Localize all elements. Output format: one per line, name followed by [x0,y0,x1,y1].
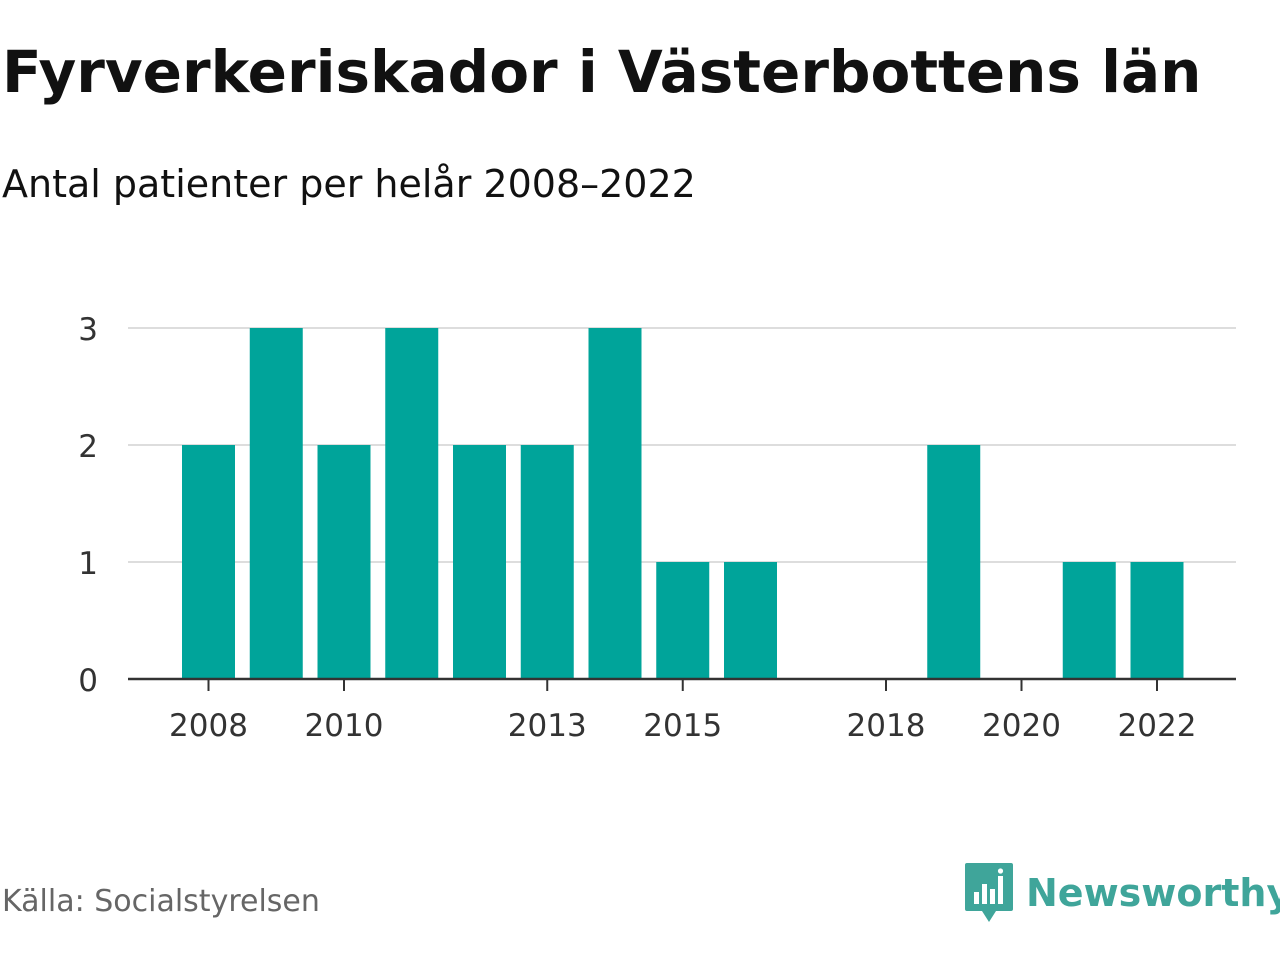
y-tick-label: 0 [78,663,98,699]
x-tick-label: 2022 [1118,708,1197,744]
chart-subtitle: Antal patienter per helår 2008–2022 [2,162,696,206]
x-tick-label: 2020 [982,708,1061,744]
y-tick-label: 3 [78,312,98,348]
brand-name: Newsworthy [1026,871,1280,915]
bar [249,328,303,679]
x-tick-label: 2018 [847,708,926,744]
chart-title: Fyrverkeriskador i Västerbottens län [2,38,1202,106]
bar [520,445,574,679]
x-tick-label: 2008 [169,708,248,744]
newsworthy-logo-icon [965,863,1013,922]
brand-logo: Newsworthy [964,862,1280,924]
bar [453,445,506,679]
y-tick-label: 1 [78,546,98,582]
bar [182,445,235,679]
x-tick-label: 2013 [508,708,587,744]
bar [1130,562,1184,679]
bar-chart: 0 1 2 3 2008 2010 2013 2015 2018 2020 2022 [78,312,1236,744]
x-tick-label: 2010 [305,708,384,744]
bar [1062,562,1116,679]
y-tick-label: 2 [78,429,98,465]
bar [385,328,439,679]
x-tick-label: 2015 [643,708,722,744]
bar [656,562,710,679]
bar [317,445,371,679]
bar [724,562,777,679]
bar [588,328,642,679]
bar [927,445,981,679]
source-note: Källa: Socialstyrelsen [2,884,320,919]
